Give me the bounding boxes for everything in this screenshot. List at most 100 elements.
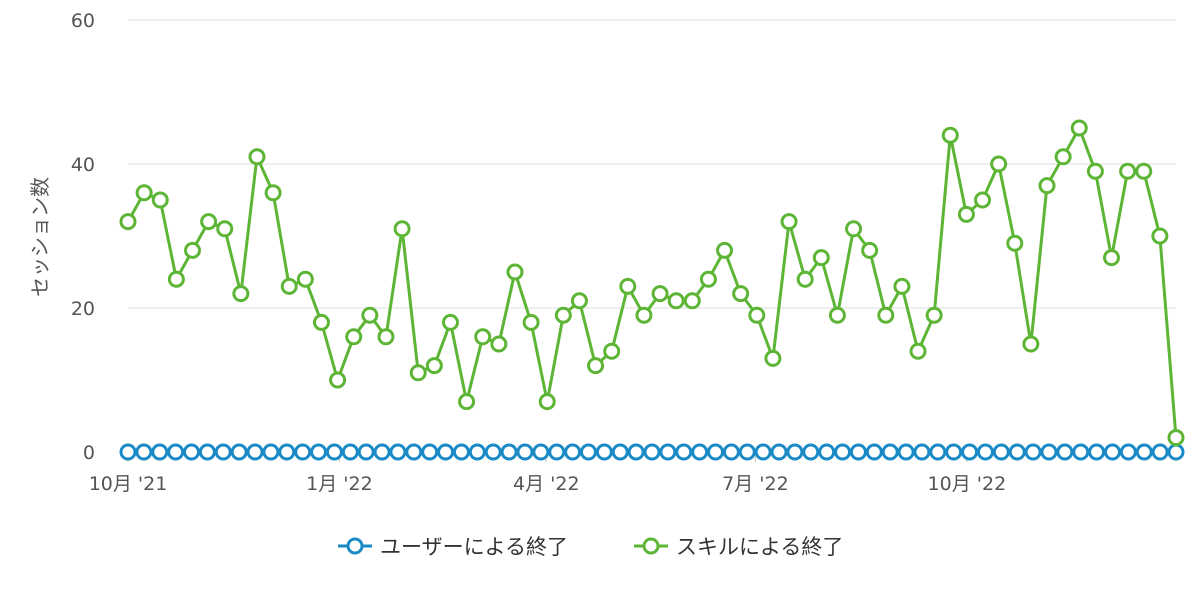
legend-label: ユーザーによる終了 (380, 535, 568, 559)
data-point (389, 443, 407, 461)
legend: ユーザーによる終了 スキルによる終了 (338, 535, 843, 559)
legend-item: ユーザーによる終了 (338, 535, 568, 559)
data-point (635, 306, 653, 324)
data-point (425, 357, 443, 375)
y-tick-label: 60 (71, 10, 95, 32)
data-point (329, 371, 347, 389)
data-point (877, 306, 895, 324)
data-point (1070, 119, 1088, 137)
data-point (579, 443, 597, 461)
data-point (992, 443, 1010, 461)
data-point (941, 126, 959, 144)
data-point (262, 443, 280, 461)
data-point (764, 349, 782, 367)
data-point (393, 220, 411, 238)
data-point (294, 443, 312, 461)
data-point (421, 443, 439, 461)
data-point (1151, 227, 1169, 245)
series-user-ended (119, 443, 1185, 461)
data-point (990, 155, 1008, 173)
x-axis: 10月 '21 1月 '22 4月 '22 7月 '22 10月 '22 (89, 452, 1006, 495)
data-point (135, 443, 153, 461)
data-point (1072, 443, 1090, 461)
data-point (1006, 234, 1024, 252)
data-point (812, 249, 830, 267)
data-point (796, 270, 814, 288)
data-point (691, 443, 709, 461)
data-point (909, 342, 927, 360)
data-point (1167, 429, 1185, 447)
data-point (865, 443, 883, 461)
data-point (452, 443, 470, 461)
data-point (732, 285, 750, 303)
data-point (1008, 443, 1026, 461)
data-point (548, 443, 566, 461)
data-point (1054, 148, 1072, 166)
data-point (167, 270, 185, 288)
legend-item: スキルによる終了 (634, 535, 843, 559)
data-point (216, 220, 234, 238)
data-point (570, 292, 588, 310)
data-point (373, 443, 391, 461)
data-point (802, 443, 820, 461)
data-point (409, 364, 427, 382)
data-point (699, 270, 717, 288)
data-point (925, 306, 943, 324)
data-point (667, 292, 685, 310)
legend-label: スキルによる終了 (676, 535, 843, 559)
data-point (945, 443, 963, 461)
data-point (280, 277, 298, 295)
data-point (458, 393, 476, 411)
data-point (198, 443, 216, 461)
data-point (716, 241, 734, 259)
data-point (345, 328, 363, 346)
data-point (893, 277, 911, 295)
data-point (232, 285, 250, 303)
data-point (167, 443, 185, 461)
data-point (1024, 443, 1042, 461)
data-point (1088, 443, 1106, 461)
x-tick-label: 1月 '22 (306, 473, 373, 495)
y-tick-label: 20 (71, 298, 95, 320)
y-axis-ticks: 0 20 40 60 (71, 10, 95, 464)
data-point (587, 357, 605, 375)
data-point (474, 328, 492, 346)
x-tick-label: 10月 '22 (928, 473, 1007, 495)
data-point (1022, 335, 1040, 353)
data-point (603, 342, 621, 360)
data-point (1151, 443, 1169, 461)
data-point (849, 443, 867, 461)
y-tick-label: 0 (83, 442, 95, 464)
data-point (780, 213, 798, 231)
data-point (897, 443, 915, 461)
data-point (341, 443, 359, 461)
data-point (1086, 162, 1104, 180)
data-point (1040, 443, 1058, 461)
data-point (1135, 162, 1153, 180)
data-point (611, 443, 629, 461)
data-point (151, 191, 169, 209)
data-point (119, 213, 137, 231)
legend-marker (642, 537, 660, 555)
data-point (538, 393, 556, 411)
data-point (1167, 443, 1185, 461)
data-point (441, 313, 459, 331)
data-point (522, 313, 540, 331)
data-point (248, 148, 266, 166)
data-point (619, 277, 637, 295)
data-point (312, 313, 330, 331)
data-point (595, 443, 613, 461)
data-point (1103, 249, 1121, 267)
data-point (974, 191, 992, 209)
x-tick-label: 7月 '22 (722, 473, 789, 495)
data-point (818, 443, 836, 461)
data-point (957, 205, 975, 223)
data-point (1119, 162, 1137, 180)
x-tick-label: 10月 '21 (89, 473, 168, 495)
data-point (183, 443, 201, 461)
data-point (264, 184, 282, 202)
data-point (484, 443, 502, 461)
data-point (135, 184, 153, 202)
data-point (377, 328, 395, 346)
